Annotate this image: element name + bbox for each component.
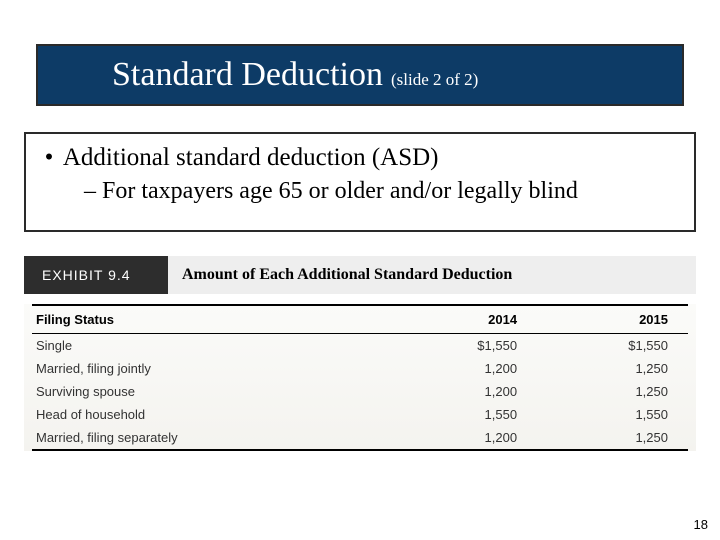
table-row: Head of household 1,550 1,550 <box>32 403 688 426</box>
col-header-2015: 2015 <box>537 305 688 334</box>
cell-2015: 1,550 <box>537 403 688 426</box>
cell-status: Married, filing jointly <box>32 357 386 380</box>
cell-2014: 1,200 <box>386 426 537 450</box>
cell-2014: 1,200 <box>386 357 537 380</box>
slide-title: Standard Deduction <box>112 56 383 94</box>
table-row: Married, filing jointly 1,200 1,250 <box>32 357 688 380</box>
cell-2014: 1,550 <box>386 403 537 426</box>
table-row: Surviving spouse 1,200 1,250 <box>32 380 688 403</box>
exhibit-table-wrap: Filing Status 2014 2015 Single $1,550 $1… <box>24 304 696 451</box>
cell-2014: $1,550 <box>386 334 537 358</box>
cell-2015: 1,250 <box>537 357 688 380</box>
exhibit-table: Filing Status 2014 2015 Single $1,550 $1… <box>32 304 688 451</box>
table-row: Married, filing separately 1,200 1,250 <box>32 426 688 450</box>
cell-2015: 1,250 <box>537 426 688 450</box>
bullet-dot-icon: • <box>40 144 58 172</box>
slide-subtitle: (slide 2 of 2) <box>391 70 478 90</box>
cell-2014: 1,200 <box>386 380 537 403</box>
table-header-row: Filing Status 2014 2015 <box>32 305 688 334</box>
cell-status: Married, filing separately <box>32 426 386 450</box>
page-number: 18 <box>694 517 708 532</box>
cell-status: Single <box>32 334 386 358</box>
cell-status: Surviving spouse <box>32 380 386 403</box>
exhibit: EXHIBIT 9.4 Amount of Each Additional St… <box>24 256 696 451</box>
bullet-box: • Additional standard deduction (ASD) – … <box>24 132 696 232</box>
exhibit-title: Amount of Each Additional Standard Deduc… <box>168 256 696 294</box>
slide-title-bar: Standard Deduction (slide 2 of 2) <box>36 44 684 106</box>
bullet-sub-text: – For taxpayers age 65 or older and/or l… <box>40 178 680 205</box>
bullet-main: • Additional standard deduction (ASD) <box>40 144 680 172</box>
cell-2015: $1,550 <box>537 334 688 358</box>
exhibit-label: EXHIBIT 9.4 <box>24 256 168 294</box>
bullet-main-text: Additional standard deduction (ASD) <box>63 144 439 171</box>
exhibit-header: EXHIBIT 9.4 Amount of Each Additional St… <box>24 256 696 294</box>
col-header-2014: 2014 <box>386 305 537 334</box>
table-row: Single $1,550 $1,550 <box>32 334 688 358</box>
cell-2015: 1,250 <box>537 380 688 403</box>
cell-status: Head of household <box>32 403 386 426</box>
col-header-status: Filing Status <box>32 305 386 334</box>
